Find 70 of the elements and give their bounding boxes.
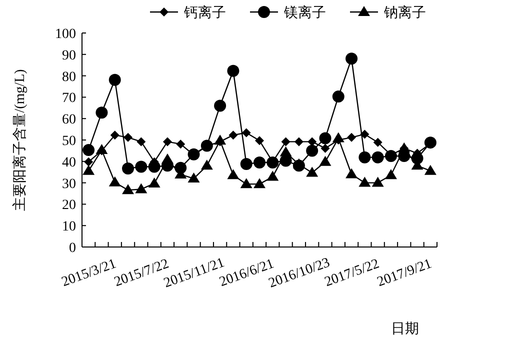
point — [240, 178, 252, 188]
point — [424, 164, 436, 175]
point — [332, 90, 344, 103]
point — [214, 134, 226, 145]
point — [306, 166, 318, 177]
point — [255, 136, 264, 146]
point — [200, 160, 213, 170]
y-tick-label: 0 — [69, 241, 76, 256]
point — [360, 130, 370, 139]
point — [148, 160, 160, 173]
y-tick-label: 20 — [62, 198, 76, 214]
point — [122, 162, 134, 174]
point — [135, 183, 148, 194]
point — [242, 128, 251, 138]
point — [148, 177, 160, 188]
point — [346, 168, 358, 178]
point — [82, 164, 95, 175]
point — [373, 138, 382, 147]
point — [346, 52, 358, 65]
point — [320, 144, 330, 153]
point — [319, 132, 332, 144]
y-tick-label: 10 — [62, 220, 76, 235]
point — [84, 157, 94, 166]
point — [161, 153, 174, 164]
point — [254, 156, 266, 168]
x-axis-title: 日期 — [391, 321, 419, 337]
point — [281, 137, 290, 146]
point — [294, 137, 304, 146]
legend-label: 镁离子 — [283, 5, 326, 21]
y-tick-label: 50 — [62, 134, 76, 149]
point — [136, 137, 146, 146]
point — [384, 150, 397, 162]
point — [306, 144, 318, 157]
point — [227, 64, 240, 77]
point — [266, 170, 279, 181]
point — [188, 172, 200, 183]
point — [227, 169, 240, 180]
point — [372, 176, 384, 187]
point — [110, 130, 120, 140]
y-tick-label: 40 — [62, 155, 76, 170]
point — [372, 151, 384, 164]
point — [358, 176, 371, 187]
point — [240, 158, 252, 170]
point — [124, 132, 133, 142]
y-tick-label: 70 — [62, 91, 76, 106]
point — [319, 156, 332, 166]
point — [280, 146, 292, 156]
y-tick-label: 30 — [62, 176, 76, 192]
point — [82, 144, 95, 156]
point — [108, 176, 121, 186]
y-tick-label: 90 — [62, 48, 76, 64]
point — [332, 132, 344, 142]
y-tick-label: 80 — [62, 70, 76, 85]
y-axis-title: 主要阳离子含量/(mg/L) — [12, 68, 28, 211]
y-tick-label: 60 — [62, 112, 76, 128]
point — [96, 106, 108, 119]
point — [358, 151, 371, 164]
point — [347, 132, 356, 142]
point — [254, 178, 266, 188]
point — [228, 130, 238, 140]
point — [384, 169, 397, 180]
point — [176, 140, 186, 149]
legend-label: 钠离子 — [383, 5, 426, 21]
point — [162, 137, 172, 146]
point — [214, 100, 226, 112]
point — [135, 160, 148, 173]
point — [108, 74, 121, 86]
point — [122, 184, 134, 194]
y-tick-label: 100 — [55, 27, 76, 42]
legend-label: 钙离子 — [183, 5, 226, 21]
